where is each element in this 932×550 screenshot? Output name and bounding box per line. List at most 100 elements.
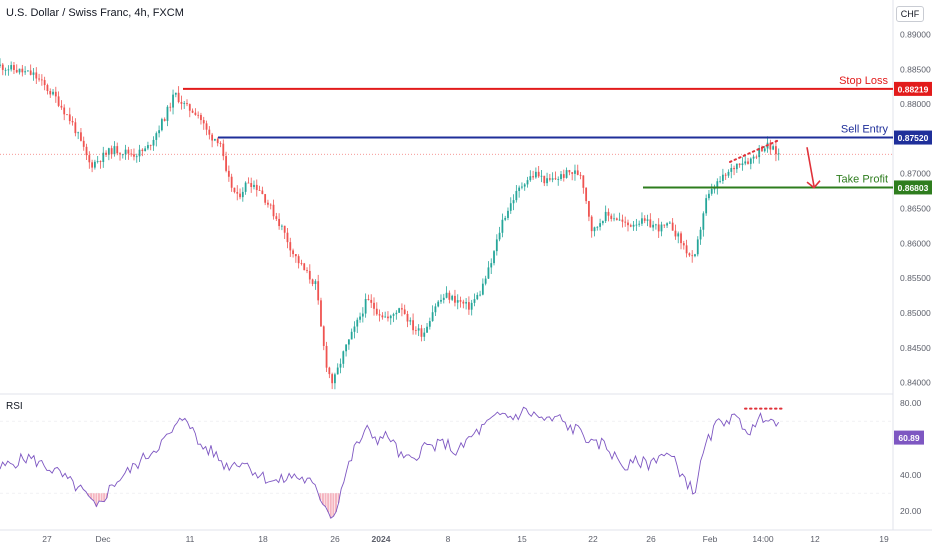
candle-body [576,170,579,175]
candle-body [643,218,646,221]
rsi-tick-label: 80.00 [900,398,922,408]
candle-body [708,193,710,199]
candle-body [124,149,127,155]
candle-body [526,180,529,185]
candle-body [621,219,624,222]
candle-body [303,263,306,271]
candle-body [414,330,417,331]
candle-body [250,183,253,187]
chart-title: U.S. Dollar / Swiss Franc, 4h, FXCM [6,7,184,19]
candle-body [685,245,688,254]
candle-body [370,299,373,303]
candle-body [615,218,618,220]
candle-body [481,283,484,295]
candle-body [29,70,32,75]
candle-body [197,114,200,116]
candle-body [445,292,448,298]
candle-body [403,309,406,314]
candle-body [473,299,476,303]
candle-body [462,301,465,304]
candle-body [15,69,18,73]
rsi-tick-label: 20.00 [900,506,922,516]
candle-body [730,167,733,172]
candle-body [401,308,403,310]
price-tick-label: 0.86000 [900,238,931,248]
candle-body [105,152,107,155]
candle-body [668,222,671,224]
candle-body [353,326,356,332]
candle-body [663,224,666,226]
candle-body [431,312,434,322]
candle-body [172,94,174,108]
sell-arrow-icon [806,147,821,189]
candle-body [317,281,320,301]
candle-body [258,190,261,191]
candle-body [716,181,719,189]
candle-body [267,202,269,205]
candle-body [71,121,74,123]
candle-body [666,223,668,226]
candle-body [426,326,428,333]
candle-body [521,186,523,188]
candle-body [13,65,15,70]
candle-body [286,232,289,243]
candle-body [710,188,713,194]
candle-body [347,339,350,345]
candle-body [599,223,601,227]
candle-body [523,184,526,187]
candle-body [534,171,537,178]
candle-body [334,374,336,384]
candle-body [694,254,696,257]
candle-body [699,229,702,240]
stop-loss-price-tag [894,81,932,96]
candle-body [493,251,495,264]
candle-body [281,225,283,227]
candle-body [705,198,708,214]
price-tick-label: 0.85000 [900,308,931,318]
candle-body [470,302,473,310]
candle-body [225,156,227,171]
candle-body [345,344,347,352]
candle-body [241,191,244,198]
candle-body [110,148,113,155]
candle-body [4,69,7,71]
candle-body [85,146,88,156]
candle-body [420,328,423,337]
candle-body [27,70,29,72]
candle-body [183,103,186,104]
candle-body [186,103,188,105]
candle-body [278,218,281,227]
candle-body [208,129,211,135]
time-tick-label: 26 [330,534,340,544]
candle-body [613,218,615,220]
candle-body [727,171,730,176]
candle-body [618,219,621,221]
candle-body [24,71,27,73]
candle-body [325,345,328,368]
candle-body [682,243,685,246]
stop-loss-price-value: 0.88219 [898,84,929,94]
candle-body [579,174,582,176]
candle-body [540,175,543,177]
candle-body [322,326,325,346]
candle-body [691,255,694,257]
candle-body [38,78,40,80]
currency-button[interactable]: CHF [896,6,924,22]
candle-body [91,162,94,168]
candle-body [476,294,479,300]
candle-body [537,171,540,177]
candle-body [629,225,632,227]
candle-body [752,156,755,159]
candle-body [52,91,54,95]
candle-body [155,133,158,140]
candle-body [272,204,275,217]
candle-body [138,149,141,157]
sell-entry-price-value: 0.87520 [898,133,929,143]
time-tick-label: 26 [646,534,656,544]
candle-body [660,224,663,232]
candle-body [255,184,258,191]
candle-body [63,107,66,115]
candle-body [68,114,71,122]
candle-body [160,119,163,131]
